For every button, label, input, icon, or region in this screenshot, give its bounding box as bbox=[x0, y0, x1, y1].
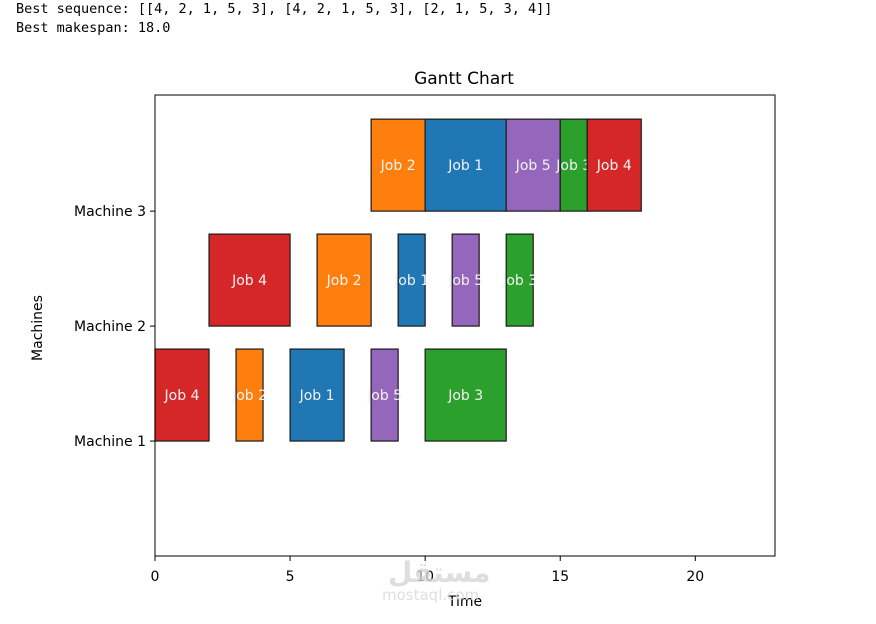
task-label: Job 3 bbox=[447, 388, 483, 404]
task-label: Job 4 bbox=[596, 158, 632, 174]
task-label: Job 1 bbox=[299, 388, 335, 404]
task-label: Job 1 bbox=[393, 273, 429, 289]
y-axis-ticks: Machine 1 Machine 2 Machine 3 bbox=[74, 204, 155, 450]
task-bar: Job 4 bbox=[154, 348, 210, 442]
x-axis-ticks: 0 5 10 15 20 bbox=[151, 556, 704, 585]
y-tick-label: Machine 2 bbox=[74, 319, 146, 335]
x-tick-label: 10 bbox=[416, 569, 434, 585]
watermark-latin: mostaql.com bbox=[382, 586, 480, 604]
task-bar: Job 2 bbox=[316, 233, 372, 327]
task-bar: Job 1 bbox=[424, 118, 507, 212]
task-bar: Job 4 bbox=[208, 233, 291, 327]
x-tick-label: 20 bbox=[686, 569, 704, 585]
task-label: Job 5 bbox=[447, 273, 483, 289]
task-bar: Job 3 bbox=[501, 233, 537, 327]
x-tick-label: 15 bbox=[551, 569, 569, 585]
task-label: Job 2 bbox=[380, 158, 416, 174]
best-sequence-line: Best sequence: [[4, 2, 1, 5, 3], [4, 2, … bbox=[16, 1, 553, 17]
task-label: Job 2 bbox=[326, 273, 362, 289]
task-label: Job 5 bbox=[515, 158, 551, 174]
task-bar: Job 2 bbox=[370, 118, 426, 212]
task-bar: Job 3 bbox=[424, 348, 507, 442]
y-axis-label: Machines bbox=[30, 295, 46, 361]
x-axis-label: Time bbox=[447, 594, 482, 610]
watermark-arabic: مستقل bbox=[388, 556, 491, 589]
task-label: Job 4 bbox=[164, 388, 200, 404]
watermark: مستقل mostaql.com bbox=[382, 556, 491, 605]
task-bar: Job 3 bbox=[555, 118, 591, 212]
task-label: Job 3 bbox=[501, 273, 537, 289]
task-bar: Job 5 bbox=[447, 233, 483, 327]
task-label: Job 5 bbox=[366, 388, 402, 404]
task-label: Job 4 bbox=[231, 273, 267, 289]
task-bar: Job 1 bbox=[289, 348, 345, 442]
y-tick-label: Machine 1 bbox=[74, 434, 146, 450]
best-makespan-line: Best makespan: 18.0 bbox=[16, 20, 171, 36]
task-bar: Job 4 bbox=[586, 118, 642, 212]
task-bar: Job 2 bbox=[231, 348, 267, 442]
task-label: Job 2 bbox=[231, 388, 267, 404]
x-tick-label: 0 bbox=[151, 569, 160, 585]
task-bar: Job 5 bbox=[366, 348, 402, 442]
chart-title: Gantt Chart bbox=[414, 69, 514, 89]
x-tick-label: 5 bbox=[286, 569, 295, 585]
console-output: Best sequence: [[4, 2, 1, 5, 3], [4, 2, … bbox=[16, 0, 552, 38]
task-label: Job 3 bbox=[555, 158, 591, 174]
task-label: Job 1 bbox=[447, 158, 483, 174]
y-tick-label: Machine 3 bbox=[74, 204, 146, 220]
task-bar: Job 1 bbox=[393, 233, 429, 327]
plot-frame bbox=[154, 94, 776, 557]
task-bar: Job 5 bbox=[505, 118, 561, 212]
